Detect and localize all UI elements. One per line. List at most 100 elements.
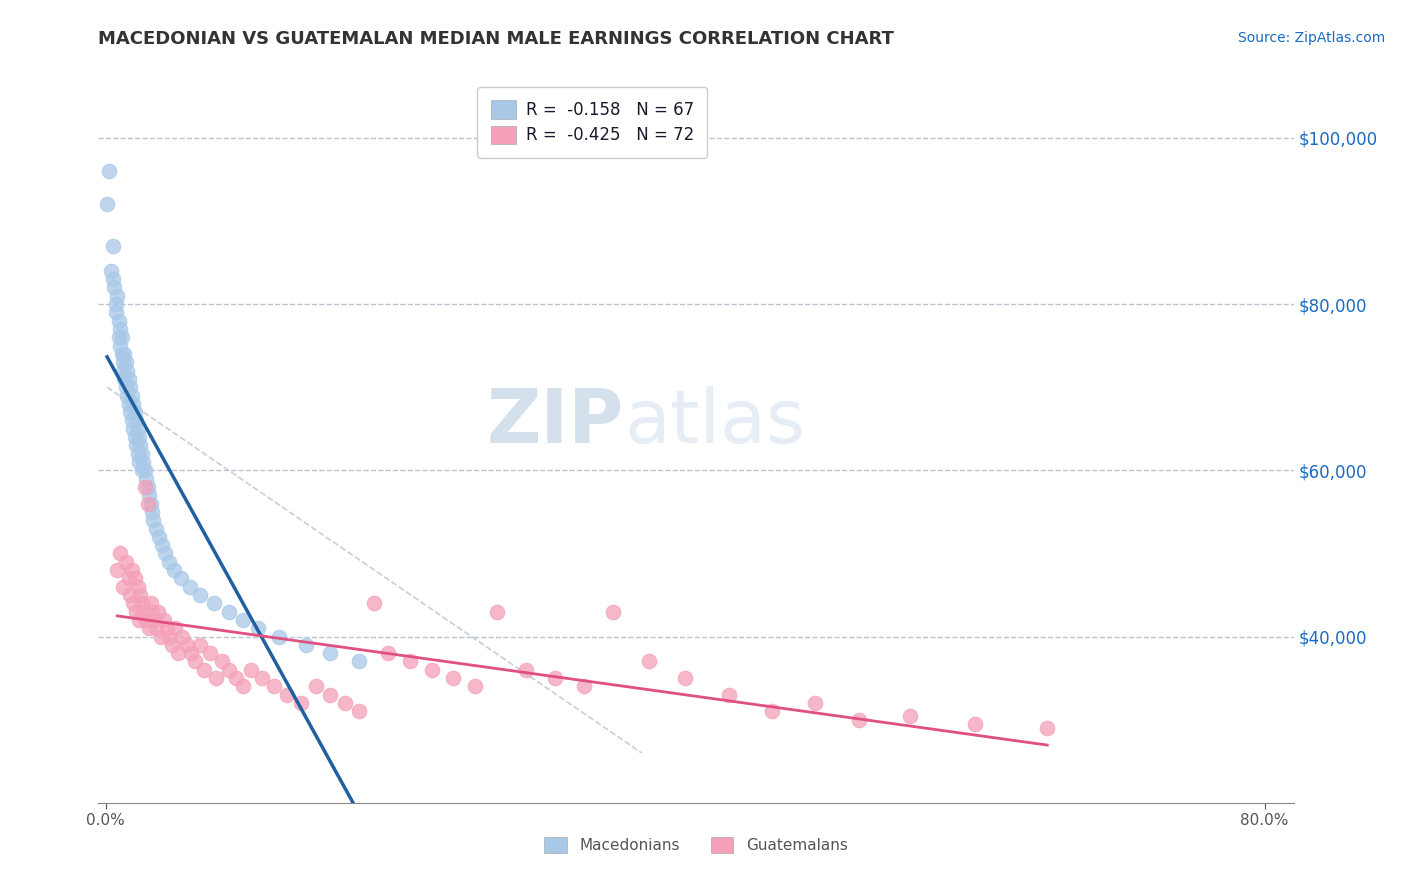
Point	[115, 555, 138, 569]
Point	[114, 372, 136, 386]
Point	[218, 605, 240, 619]
Point	[115, 355, 138, 369]
Point	[139, 596, 162, 610]
Point	[141, 605, 163, 619]
Point	[319, 646, 342, 660]
Point	[232, 613, 254, 627]
Point	[145, 521, 167, 535]
Point	[124, 571, 146, 585]
Point	[136, 497, 159, 511]
Point	[110, 330, 132, 344]
Point	[377, 646, 399, 660]
Point	[108, 339, 131, 353]
Point	[153, 546, 176, 560]
Point	[135, 613, 157, 627]
Point	[673, 671, 696, 685]
Point	[848, 713, 870, 727]
Point	[125, 605, 148, 619]
Point	[131, 596, 153, 610]
Point	[118, 397, 141, 411]
Point	[294, 638, 316, 652]
Point	[97, 164, 120, 178]
Point	[135, 472, 157, 486]
Point	[602, 605, 624, 619]
Point	[104, 305, 127, 319]
Point	[110, 347, 132, 361]
Text: MACEDONIAN VS GUATEMALAN MEDIAN MALE EARNINGS CORRELATION CHART: MACEDONIAN VS GUATEMALAN MEDIAN MALE EAR…	[98, 29, 894, 47]
Point	[114, 347, 136, 361]
Point	[124, 430, 146, 444]
Point	[515, 663, 537, 677]
Point	[485, 605, 508, 619]
Point	[134, 463, 156, 477]
Point	[115, 380, 138, 394]
Point	[420, 663, 443, 677]
Point	[138, 488, 160, 502]
Point	[108, 322, 131, 336]
Point	[172, 630, 194, 644]
Point	[141, 505, 163, 519]
Point	[105, 289, 128, 303]
Point	[155, 621, 177, 635]
Point	[129, 588, 152, 602]
Point	[127, 447, 149, 461]
Point	[128, 613, 150, 627]
Point	[121, 563, 143, 577]
Text: ZIP: ZIP	[486, 386, 624, 459]
Point	[963, 716, 986, 731]
Point	[347, 705, 370, 719]
Point	[107, 330, 129, 344]
Point	[179, 580, 201, 594]
Point	[202, 596, 225, 610]
Point	[120, 405, 142, 419]
Point	[121, 388, 143, 402]
Point	[250, 671, 273, 685]
Point	[180, 646, 202, 660]
Text: Source: ZipAtlas.com: Source: ZipAtlas.com	[1237, 31, 1385, 45]
Point	[131, 447, 153, 461]
Point	[128, 455, 150, 469]
Point	[347, 655, 370, 669]
Point	[184, 655, 207, 669]
Point	[139, 497, 162, 511]
Point	[898, 708, 921, 723]
Point	[124, 405, 146, 419]
Point	[464, 680, 486, 694]
Point	[717, 688, 740, 702]
Point	[170, 571, 193, 585]
Point	[142, 513, 165, 527]
Point	[148, 530, 170, 544]
Point	[120, 588, 142, 602]
Point	[188, 588, 211, 602]
Point	[127, 422, 149, 436]
Point	[176, 638, 198, 652]
Point	[122, 397, 145, 411]
Point	[269, 630, 291, 644]
Point	[107, 314, 129, 328]
Point	[129, 438, 152, 452]
Point	[149, 630, 172, 644]
Point	[761, 705, 783, 719]
Point	[118, 372, 141, 386]
Point	[193, 663, 215, 677]
Point	[101, 239, 124, 253]
Point	[246, 621, 269, 635]
Point	[225, 671, 247, 685]
Point	[333, 696, 356, 710]
Point	[131, 463, 153, 477]
Point	[152, 613, 174, 627]
Point	[112, 580, 135, 594]
Point	[122, 596, 145, 610]
Point	[544, 671, 567, 685]
Point	[263, 680, 285, 694]
Point	[804, 696, 827, 710]
Point	[112, 363, 135, 377]
Point	[104, 297, 127, 311]
Point	[128, 430, 150, 444]
Point	[118, 571, 141, 585]
Point	[399, 655, 422, 669]
Point	[188, 638, 211, 652]
Point	[204, 671, 226, 685]
Point	[122, 422, 145, 436]
Point	[127, 580, 149, 594]
